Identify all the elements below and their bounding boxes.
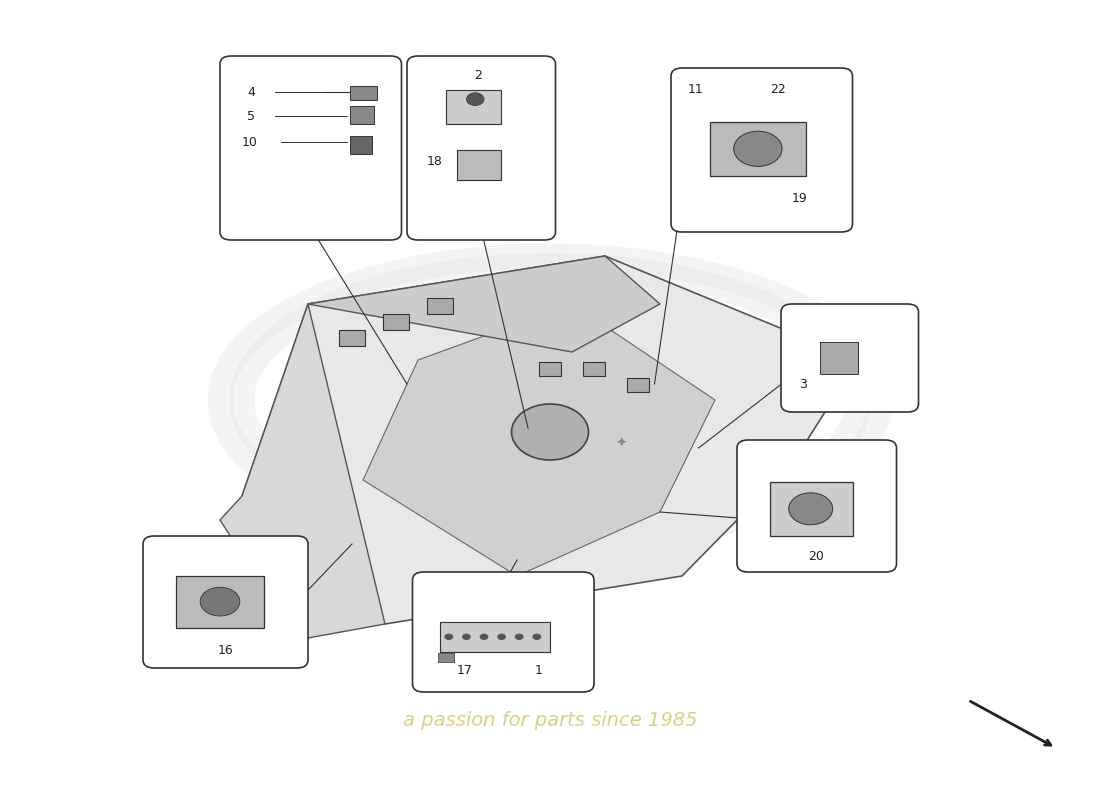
FancyBboxPatch shape: [412, 572, 594, 692]
FancyBboxPatch shape: [143, 536, 308, 668]
Text: 1: 1: [535, 664, 543, 677]
Circle shape: [515, 634, 524, 640]
Bar: [350, 106, 374, 124]
Text: 5: 5: [248, 110, 255, 122]
Bar: [770, 482, 853, 536]
Text: 2: 2: [474, 69, 483, 82]
Bar: [427, 298, 453, 314]
FancyBboxPatch shape: [737, 440, 896, 572]
Text: 17: 17: [456, 664, 472, 677]
Text: 16: 16: [218, 644, 233, 657]
Bar: [350, 136, 372, 154]
Bar: [583, 362, 605, 376]
Bar: [176, 576, 264, 628]
Text: 10: 10: [242, 136, 257, 149]
Bar: [438, 653, 454, 662]
Circle shape: [200, 587, 240, 616]
Bar: [456, 150, 501, 180]
Bar: [440, 622, 550, 652]
Text: 18: 18: [427, 155, 442, 168]
Text: 22: 22: [770, 83, 785, 96]
Text: a passion for parts since 1985: a passion for parts since 1985: [403, 710, 697, 730]
Text: 11: 11: [688, 83, 703, 96]
Circle shape: [789, 493, 833, 525]
Text: 19: 19: [792, 192, 807, 205]
Circle shape: [466, 93, 484, 106]
Bar: [446, 90, 501, 124]
FancyBboxPatch shape: [671, 68, 852, 232]
Polygon shape: [363, 304, 715, 576]
Text: 3: 3: [799, 378, 807, 390]
Circle shape: [480, 634, 488, 640]
Bar: [383, 314, 409, 330]
Bar: [339, 330, 365, 346]
Circle shape: [444, 634, 453, 640]
Bar: [820, 342, 858, 374]
Text: 20: 20: [808, 550, 824, 562]
Circle shape: [532, 634, 541, 640]
FancyBboxPatch shape: [407, 56, 556, 240]
Circle shape: [734, 131, 782, 166]
Polygon shape: [242, 256, 858, 624]
Bar: [350, 86, 377, 100]
Text: ✦: ✦: [616, 437, 627, 451]
Text: 4: 4: [248, 86, 255, 98]
Polygon shape: [308, 256, 660, 352]
Polygon shape: [220, 304, 385, 640]
FancyBboxPatch shape: [220, 56, 402, 240]
Bar: [539, 362, 561, 376]
Circle shape: [512, 404, 588, 460]
Circle shape: [497, 634, 506, 640]
Circle shape: [462, 634, 471, 640]
Bar: [627, 378, 649, 392]
FancyBboxPatch shape: [781, 304, 918, 412]
Bar: [710, 122, 806, 176]
